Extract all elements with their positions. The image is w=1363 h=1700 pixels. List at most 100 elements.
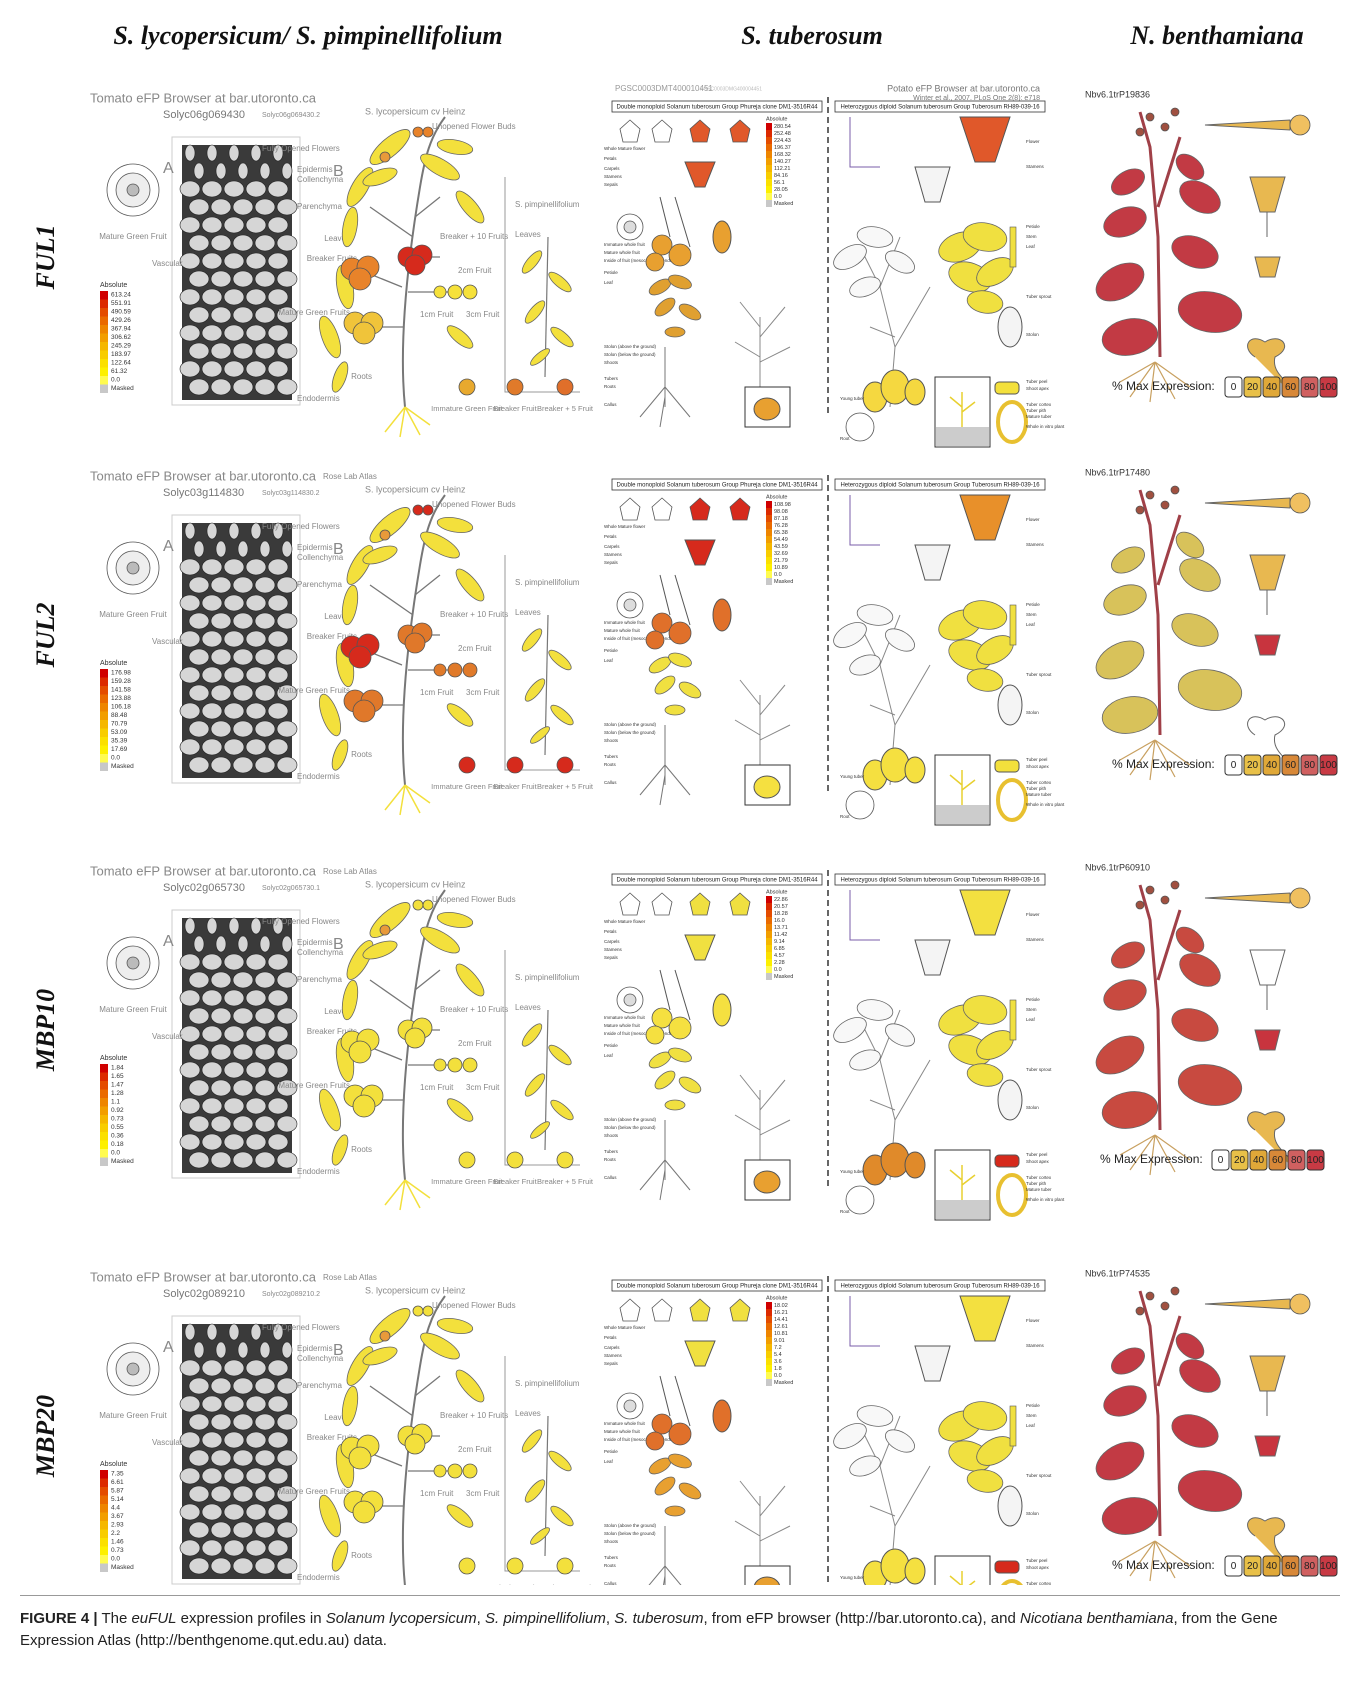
legend-swatch <box>100 333 108 342</box>
cell <box>206 144 218 162</box>
potato-label: Carpels <box>604 166 620 171</box>
legend-swatch <box>766 501 772 508</box>
fruit <box>447 662 463 678</box>
potato-label: Immature whole fruit <box>604 1421 646 1426</box>
potato-label: Carpels <box>604 544 620 549</box>
cell <box>232 1079 254 1097</box>
legend-swatch <box>766 529 772 536</box>
leaf <box>436 1318 474 1334</box>
legend-swatch <box>100 720 108 729</box>
cell <box>276 306 298 324</box>
scale-value: 80 <box>1304 1561 1316 1572</box>
tuber-ring <box>996 400 1028 444</box>
cell <box>179 252 201 270</box>
legend-value: 7.2 <box>774 1345 782 1351</box>
tomato-gene-version: Solyc03g114830.2 <box>262 490 320 497</box>
cell <box>267 1061 289 1079</box>
fruit <box>352 1094 376 1118</box>
potato-label: Stamens <box>1026 164 1045 169</box>
cell <box>210 756 232 774</box>
tomato-label: Breaker Fruit <box>493 782 537 791</box>
stroke-line <box>1119 1134 1191 1176</box>
legend-swatch <box>766 186 772 193</box>
cell <box>193 1341 205 1359</box>
fruit <box>668 1016 692 1040</box>
stroke-line <box>1119 1540 1191 1582</box>
cell <box>245 288 267 306</box>
fruit-icon <box>506 378 524 396</box>
leaf <box>966 668 1004 692</box>
fruit-section <box>712 1399 732 1433</box>
cell <box>188 1115 210 1133</box>
cell <box>245 738 267 756</box>
tuber <box>880 369 910 405</box>
cell <box>267 1097 289 1115</box>
cell <box>179 738 201 756</box>
legend-value: 70.79 <box>111 721 128 728</box>
potato-label: Whole Mature flower <box>604 1325 646 1330</box>
cell <box>267 216 289 234</box>
stroke-line <box>859 236 931 408</box>
potato-label: Carpels <box>604 939 620 944</box>
stroke-line <box>859 1415 931 1585</box>
bud <box>422 899 434 911</box>
legend-swatch <box>100 1470 108 1479</box>
tomato-label: Mature Green Fruits <box>278 1081 350 1090</box>
cell <box>184 917 196 935</box>
cell <box>179 666 201 684</box>
tomato-label: Mature Green Fruits <box>278 308 350 317</box>
cell <box>201 1061 223 1079</box>
cell <box>254 1115 276 1133</box>
figure: S. lycopersicum/ S. pimpinellifolium S. t… <box>31 21 1338 1585</box>
potato-label: Tubers <box>604 754 619 759</box>
tomato-label: 2cm Fruit <box>458 644 492 653</box>
cell <box>179 1359 201 1377</box>
potato-title-box <box>834 1279 1046 1292</box>
leaf <box>833 244 867 270</box>
cell <box>232 198 254 216</box>
legend-value: 5.87 <box>111 1488 124 1495</box>
tomato-label: Roots <box>351 1551 372 1560</box>
cell <box>276 648 298 666</box>
fruit <box>645 252 665 272</box>
leaf <box>1177 1470 1243 1512</box>
scale-value: 0 <box>1231 1561 1237 1572</box>
potato-title: Double monoploid Solanum tuberosum Group… <box>616 105 818 111</box>
cell <box>232 720 254 738</box>
potato-label: Mature whole fruit <box>604 628 641 633</box>
tomato-label: Endodermis <box>297 1573 340 1582</box>
cell <box>245 1133 267 1151</box>
caption-text: S. tuberosum <box>614 1610 704 1627</box>
tomato-label: S. pimpinellifolium <box>515 1379 580 1388</box>
tomato-label: Leaves <box>515 230 541 239</box>
leaf <box>331 1134 349 1166</box>
bud <box>422 504 434 516</box>
flower <box>379 529 391 541</box>
stroke-line <box>659 196 691 248</box>
leaf <box>362 545 398 565</box>
cell <box>245 1539 267 1557</box>
flower <box>1249 1355 1286 1392</box>
flower-small <box>1254 1435 1281 1457</box>
column-title: S. tuberosum <box>741 21 883 50</box>
leaf <box>455 963 485 997</box>
tomato-label: Leaves <box>324 1007 350 1016</box>
legend-value: 196.37 <box>774 145 791 151</box>
leaf <box>341 1385 359 1427</box>
scale-value: 20 <box>1234 1155 1246 1166</box>
cell <box>179 1061 201 1079</box>
cell <box>276 720 298 738</box>
cell <box>232 576 254 594</box>
potato-header: Potato eFP Browser at bar.utoronto.ca <box>887 83 1040 93</box>
cell <box>184 1323 196 1341</box>
scale-box <box>1319 754 1338 776</box>
leaf <box>1177 669 1243 711</box>
cell <box>272 1323 284 1341</box>
potato-label: Root <box>840 814 850 819</box>
cell <box>201 702 223 720</box>
column-title: S. lycopersicum/ S. pimpinellifolium <box>113 21 502 50</box>
cell <box>245 594 267 612</box>
cell <box>254 720 276 738</box>
stroke-line <box>401 494 446 786</box>
shoot-apex <box>994 381 1020 395</box>
